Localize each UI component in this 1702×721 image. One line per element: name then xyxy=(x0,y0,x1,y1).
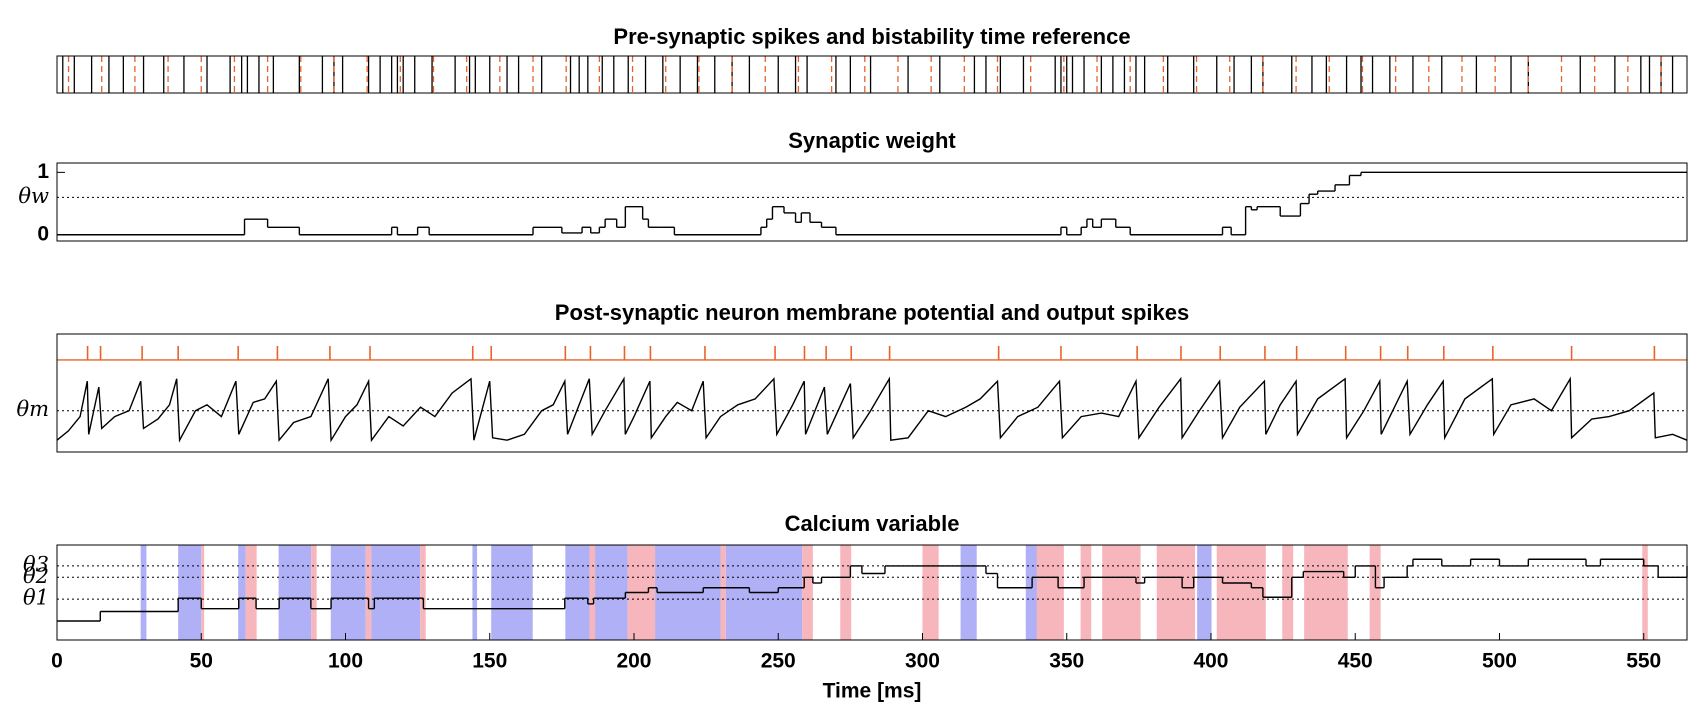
panel-title: Calcium variable xyxy=(785,511,960,536)
shaded-region xyxy=(472,545,478,640)
y-tick-label: θm xyxy=(16,397,49,421)
shaded-region xyxy=(245,545,257,640)
shaded-region xyxy=(1642,545,1648,640)
x-tick-label: 50 xyxy=(190,650,213,673)
y-tick-label: θ1 xyxy=(23,586,49,610)
shaded-region xyxy=(420,545,426,640)
panel-title: Pre-synaptic spikes and bistability time… xyxy=(613,24,1130,49)
shaded-region xyxy=(595,545,628,640)
shaded-region xyxy=(278,545,312,640)
panel-title: Synaptic weight xyxy=(788,128,956,153)
shaded-region xyxy=(1036,545,1064,640)
x-tick-label: 450 xyxy=(1338,650,1373,673)
shaded-region xyxy=(1216,545,1266,640)
y-tick-label: θw xyxy=(18,184,49,208)
x-tick-label: 300 xyxy=(905,650,940,673)
x-tick-label: 500 xyxy=(1482,650,1517,673)
shaded-region xyxy=(1197,545,1212,640)
shaded-region xyxy=(565,545,590,640)
membrane-line xyxy=(56,376,1688,443)
y-tick-label: θ2 xyxy=(23,564,49,588)
x-tick-label: 350 xyxy=(1049,650,1084,673)
shaded-region xyxy=(922,545,939,640)
shaded-region xyxy=(589,545,596,640)
axes-frame xyxy=(56,333,1688,453)
axes-frame xyxy=(56,55,1688,94)
panel-title: Post-synaptic neuron membrane potential … xyxy=(555,300,1189,325)
shaded-region xyxy=(960,545,977,640)
shaded-region xyxy=(491,545,533,640)
x-tick-label: 0 xyxy=(51,650,63,673)
shaded-region xyxy=(1102,545,1141,640)
x-tick-label: 100 xyxy=(328,650,363,673)
shaded-region xyxy=(371,545,421,640)
shaded-region xyxy=(238,545,246,640)
shaded-region xyxy=(178,545,202,640)
shaded-region xyxy=(1369,545,1381,640)
shaded-region xyxy=(1156,545,1196,640)
shaded-region xyxy=(330,545,366,640)
y-tick-label: θ3 xyxy=(23,552,49,576)
shaded-region xyxy=(802,545,813,640)
shaded-region xyxy=(311,545,317,640)
shaded-region xyxy=(1282,545,1294,640)
shaded-region xyxy=(140,545,147,640)
x-tick-label: 200 xyxy=(616,650,651,673)
x-tick-label: 550 xyxy=(1626,650,1661,673)
shaded-region xyxy=(201,545,205,640)
x-tick-label: 150 xyxy=(472,650,507,673)
x-tick-label: 400 xyxy=(1193,650,1228,673)
shaded-region xyxy=(840,545,852,640)
x-tick-label: 250 xyxy=(761,650,796,673)
shaded-region xyxy=(720,545,726,640)
shaded-region xyxy=(1080,545,1092,640)
y-tick-label: 0 xyxy=(37,222,49,245)
x-axis-label: Time [ms] xyxy=(823,680,922,703)
axes-frame xyxy=(56,162,1688,242)
y-tick-label: 1 xyxy=(37,160,49,183)
shaded-region xyxy=(365,545,372,640)
axes-frame xyxy=(56,544,1688,641)
shaded-region xyxy=(1304,545,1348,640)
